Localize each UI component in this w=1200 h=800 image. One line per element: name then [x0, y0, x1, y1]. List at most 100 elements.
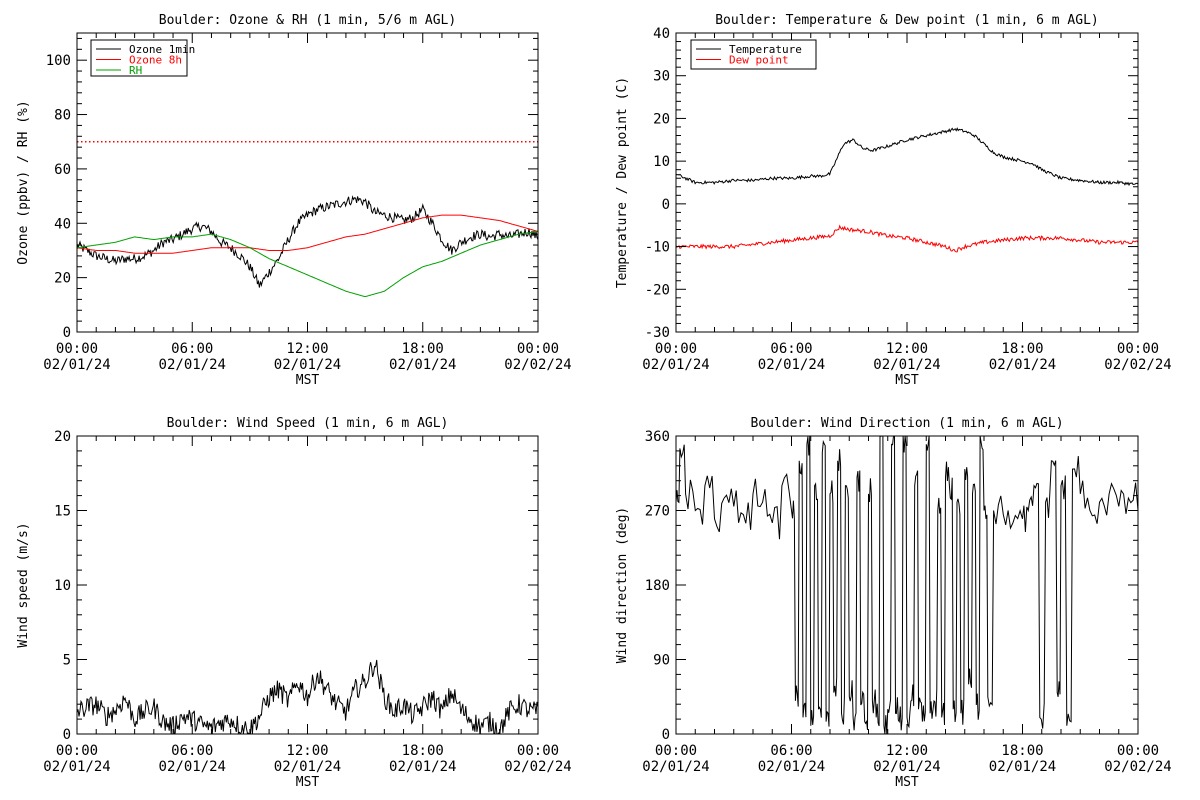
x-tick-date: 02/02/24 [504, 357, 571, 373]
x-tick-date: 02/01/24 [758, 759, 825, 775]
x-tick-date: 02/01/24 [159, 357, 226, 373]
y-axis-label: Ozone (ppbv) / RH (%) [16, 100, 31, 264]
y-axis-label: Wind direction (deg) [615, 507, 630, 664]
x-tick-time: 00:00 [56, 743, 98, 759]
plot-area [676, 127, 1138, 253]
x-tick-time: 18:00 [402, 743, 444, 759]
x-tick-date: 02/01/24 [642, 357, 709, 373]
chart-title: Boulder: Ozone & RH (1 min, 5/6 m AGL) [159, 13, 456, 28]
plot-frame [76, 32, 539, 333]
x-tick-date: 02/01/24 [989, 357, 1056, 373]
x-tick-time: 12:00 [286, 341, 328, 357]
y-tick-label: 20 [54, 429, 71, 445]
y-tick-label: 20 [54, 271, 71, 287]
y-tick-label: 5 [63, 653, 71, 669]
x-tick-time: 00:00 [517, 743, 559, 759]
y-tick-label: 270 [645, 504, 670, 520]
x-axis-label: MST [296, 775, 320, 790]
x-tick-time: 00:00 [1117, 341, 1159, 357]
x-tick-time: 18:00 [1001, 341, 1043, 357]
chart-panel-1: Boulder: Ozone & RH (1 min, 5/6 m AGL)02… [16, 13, 572, 388]
y-tick-label: 15 [54, 504, 71, 520]
x-tick-date: 02/01/24 [274, 759, 341, 775]
chart-title: Boulder: Wind Direction (1 min, 6 m AGL) [750, 416, 1063, 431]
y-axis-label: Temperature / Dew point (C) [615, 77, 630, 288]
x-tick-time: 06:00 [171, 743, 213, 759]
x-tick-date: 02/01/24 [43, 357, 110, 373]
y-tick-label: -10 [645, 240, 670, 256]
series-line-temperature [676, 127, 1138, 187]
y-tick-label: 10 [653, 154, 670, 170]
y-tick-label: 0 [63, 325, 71, 341]
x-tick-date: 02/01/24 [274, 357, 341, 373]
series-line-ozone-8h [77, 214, 538, 254]
x-tick-date: 02/01/24 [873, 759, 940, 775]
x-tick-time: 12:00 [286, 743, 328, 759]
x-tick-time: 18:00 [1001, 743, 1043, 759]
x-tick-date: 02/01/24 [389, 759, 456, 775]
series-line-3-0 [676, 436, 1138, 734]
y-tick-label: 0 [63, 727, 71, 743]
chart-panel-3: Boulder: Wind Speed (1 min, 6 m AGL) 0 5 10… [16, 416, 572, 790]
x-tick-time: 06:00 [171, 341, 213, 357]
x-axis-label: MST [296, 373, 320, 388]
legend-label: RH [129, 64, 142, 77]
y-tick-label: 10 [54, 578, 71, 594]
series-line-2-0 [77, 659, 538, 734]
x-tick-date: 02/01/24 [43, 759, 110, 775]
x-tick-time: 06:00 [770, 743, 812, 759]
chart-panel-4: Boulder: Wind Direction (1 min, 6 m AGL)… [615, 416, 1172, 790]
series-line-dew-point [676, 224, 1138, 253]
y-tick-label: 0 [662, 197, 670, 213]
y-tick-label: 30 [653, 69, 670, 85]
x-tick-date: 02/01/24 [642, 759, 709, 775]
x-tick-time: 00:00 [655, 341, 697, 357]
y-tick-label: 80 [54, 108, 71, 124]
plot-area [676, 436, 1138, 734]
x-tick-time: 00:00 [655, 743, 697, 759]
plot-frame [76, 435, 539, 735]
chart-title: Boulder: Temperature & Dew point (1 min,… [715, 13, 1099, 28]
y-tick-label: 180 [645, 578, 670, 594]
legend-label: Ozone 8h [129, 54, 182, 67]
legend-label: Ozone 1min [129, 43, 195, 56]
y-tick-label: 90 [653, 653, 670, 669]
chart-title: Boulder: Wind Speed (1 min, 6 m AGL) [167, 416, 449, 431]
x-tick-time: 18:00 [402, 341, 444, 357]
x-axis-label: MST [895, 775, 919, 790]
x-tick-time: 12:00 [886, 743, 928, 759]
x-axis-label: MST [895, 373, 919, 388]
series-line-rh [77, 230, 538, 297]
plot-frame [675, 32, 1139, 333]
x-tick-time: 00:00 [517, 341, 559, 357]
y-tick-label: -30 [645, 325, 670, 341]
y-tick-label: 360 [645, 429, 670, 445]
plot-area [77, 659, 538, 734]
x-tick-date: 02/01/24 [873, 357, 940, 373]
y-axis-label: Wind speed (m/s) [16, 522, 31, 647]
y-tick-label: -20 [645, 282, 670, 298]
x-tick-date: 02/02/24 [504, 759, 571, 775]
legend-label: Dew point [729, 54, 789, 67]
series-line-ozone-1min [77, 195, 538, 288]
y-tick-label: 40 [54, 216, 71, 232]
x-tick-date: 02/01/24 [159, 759, 226, 775]
chart-panel-2: Boulder: Temperature & Dew point (1 min,… [615, 13, 1172, 388]
x-tick-time: 06:00 [770, 341, 812, 357]
plot-area [77, 140, 538, 297]
y-tick-label: 20 [653, 111, 670, 127]
y-tick-label: 100 [46, 53, 71, 69]
x-tick-date: 02/01/24 [758, 357, 825, 373]
x-tick-date: 02/02/24 [1104, 759, 1171, 775]
y-tick-label: 0 [662, 727, 670, 743]
y-tick-label: 60 [54, 162, 71, 178]
x-tick-date: 02/02/24 [1104, 357, 1171, 373]
x-tick-date: 02/01/24 [389, 357, 456, 373]
y-tick-label: 40 [653, 26, 670, 42]
x-tick-date: 02/01/24 [989, 759, 1056, 775]
legend-label: Temperature [729, 43, 802, 56]
x-tick-time: 00:00 [1117, 743, 1159, 759]
